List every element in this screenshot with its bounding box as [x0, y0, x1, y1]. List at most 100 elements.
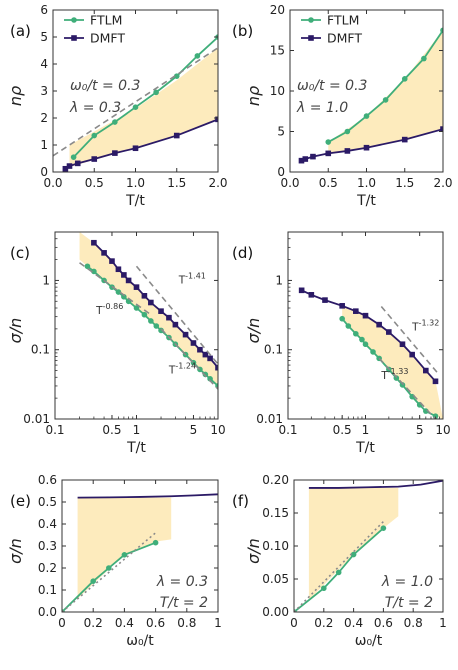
x-tick-label: 1.0 — [357, 176, 376, 190]
legend-entry: DMFT — [327, 31, 362, 46]
y-tick-label: 0.1 — [264, 343, 283, 357]
panel-label: (e) — [10, 492, 31, 510]
legend-entry: FTLM — [90, 13, 122, 28]
x-tick-label: 0 — [290, 616, 298, 630]
y-tick-label: 20 — [270, 3, 285, 17]
series-line-guide — [294, 521, 384, 612]
shaded-band — [69, 47, 218, 168]
panel-label: (a) — [10, 22, 31, 40]
x-tick-label: 0.1 — [278, 423, 297, 437]
data-point-dmft — [66, 163, 73, 169]
plot-area — [298, 287, 443, 419]
data-point-ftlm — [153, 89, 159, 96]
data-point-dmft — [115, 266, 122, 273]
power-law-base: T — [178, 275, 186, 287]
data-point-dmft — [207, 355, 213, 362]
plot-area — [298, 27, 443, 164]
data-point-ftlm — [393, 375, 400, 381]
data-point-ftlm — [148, 318, 154, 324]
power-law-base: T — [411, 321, 419, 333]
x-tick-label: 2.0 — [208, 176, 227, 190]
x-tick-label: 10 — [210, 423, 225, 437]
data-point-dmft — [298, 287, 305, 294]
x-tick-label: 1.5 — [395, 176, 414, 190]
data-point-ftlm — [350, 551, 357, 558]
y-tick-label: 0.1 — [31, 343, 50, 357]
data-point-dmft — [202, 351, 209, 358]
data-point-ftlm — [363, 113, 370, 119]
y-tick-label: 0.4 — [38, 517, 57, 531]
y-tick-label: 0.15 — [262, 506, 289, 520]
x-axis-label: ω₀/t — [126, 633, 154, 649]
power-law-base: T — [380, 370, 388, 382]
y-tick-label: 0.1 — [38, 583, 57, 597]
panel-f: 0 0.2 0.4 0.6 0.8 1 0.00 0.05 0.10 0.15 0.20 ω₀/t σ/… — [232, 473, 447, 649]
data-point-dmft — [386, 329, 392, 335]
data-point-dmft — [310, 153, 316, 160]
data-point-dmft — [190, 340, 197, 346]
data-point-dmft — [91, 239, 97, 246]
plot-area — [62, 493, 218, 612]
data-point-ftlm — [106, 565, 112, 571]
x-tick-label: 0.1 — [45, 423, 64, 437]
data-point-dmft — [62, 165, 69, 172]
data-point-dmft — [141, 292, 148, 299]
data-point-ftlm — [194, 53, 201, 59]
shaded-band — [79, 232, 218, 386]
y-tick-label: 6 — [40, 3, 48, 17]
data-point-ftlm — [115, 289, 122, 295]
data-point-dmft — [322, 297, 328, 303]
series-line-guide — [53, 47, 218, 157]
data-point-ftlm — [90, 578, 96, 584]
series-line-t-1-41 — [135, 265, 218, 365]
y-tick-label: 0.00 — [262, 605, 289, 619]
panel-a: 0.0 0.5 1.0 1.5 2.0 0 1 2 3 4 5 6 T/t nρ (a) FTLM DMFT ω₀… — [6, 3, 228, 209]
data-point-dmft — [133, 284, 140, 290]
data-point-dmft — [325, 150, 332, 157]
y-axis-label: σ/n — [6, 538, 25, 564]
y-tick-label: 0.01 — [23, 412, 50, 426]
x-tick-label: 0.0 — [280, 176, 299, 190]
legend-marker — [71, 35, 77, 41]
panel-c: 0.1 0.5 1 5 100.010.11T/tσ/n(c)T-1.41T-0.86T… — [6, 231, 226, 456]
y-axis-label: σ/n — [6, 318, 25, 344]
annotation: λ = 0.3 — [156, 574, 208, 590]
data-point-ftlm — [112, 119, 118, 125]
panel-d: 0.1 0.5 1 5 100.010.11T/tσ/n(d)T-1.32T-1.33 — [232, 231, 451, 456]
x-tick-label: 0.5 — [333, 423, 352, 437]
data-point-ftlm — [121, 552, 128, 558]
x-tick-label: 1 — [133, 423, 141, 437]
data-point-dmft — [399, 341, 406, 348]
y-tick-label: 1 — [40, 138, 48, 152]
data-point-ftlm — [440, 27, 443, 34]
panel-e: 0 0.2 0.4 0.6 0.8 1 0.0 0.1 0.2 0.3 0.4 0.5 0.6 ω₀/t σ… — [6, 473, 222, 649]
power-law-base: T — [95, 305, 103, 317]
series-line-t-1-32 — [380, 306, 441, 376]
plot-area — [79, 232, 218, 390]
data-point-ftlm — [158, 327, 164, 334]
x-tick-label: 1.0 — [126, 176, 145, 190]
data-point-dmft — [339, 303, 345, 309]
annotation: λ = 0.3 — [69, 100, 121, 116]
panel-label: (c) — [10, 244, 30, 262]
data-point-dmft — [432, 378, 439, 385]
power-law-label: T-1.41 — [178, 272, 206, 287]
data-point-ftlm — [153, 323, 160, 329]
x-tick-label: 0.2 — [84, 616, 103, 630]
x-tick-label: 0.5 — [319, 176, 338, 190]
shaded-band — [342, 305, 443, 419]
y-tick-label: 0.3 — [38, 539, 57, 553]
x-axis-label: T/t — [356, 193, 376, 209]
power-law-exponent: -1.33 — [388, 367, 409, 376]
y-tick-label: 0 — [277, 165, 285, 179]
power-law-label: T-0.86 — [95, 302, 123, 317]
annotation: λ = 1.0 — [296, 100, 348, 116]
data-point-dmft — [132, 145, 139, 152]
legend-entry: FTLM — [327, 13, 359, 28]
data-point-dmft — [308, 292, 315, 298]
data-point-ftlm — [91, 268, 97, 275]
y-axis-label: σ/n — [244, 318, 263, 344]
power-law-exponent: -0.86 — [103, 302, 124, 311]
x-tick-label: 1 — [214, 616, 222, 630]
data-point-ftlm — [173, 73, 180, 79]
